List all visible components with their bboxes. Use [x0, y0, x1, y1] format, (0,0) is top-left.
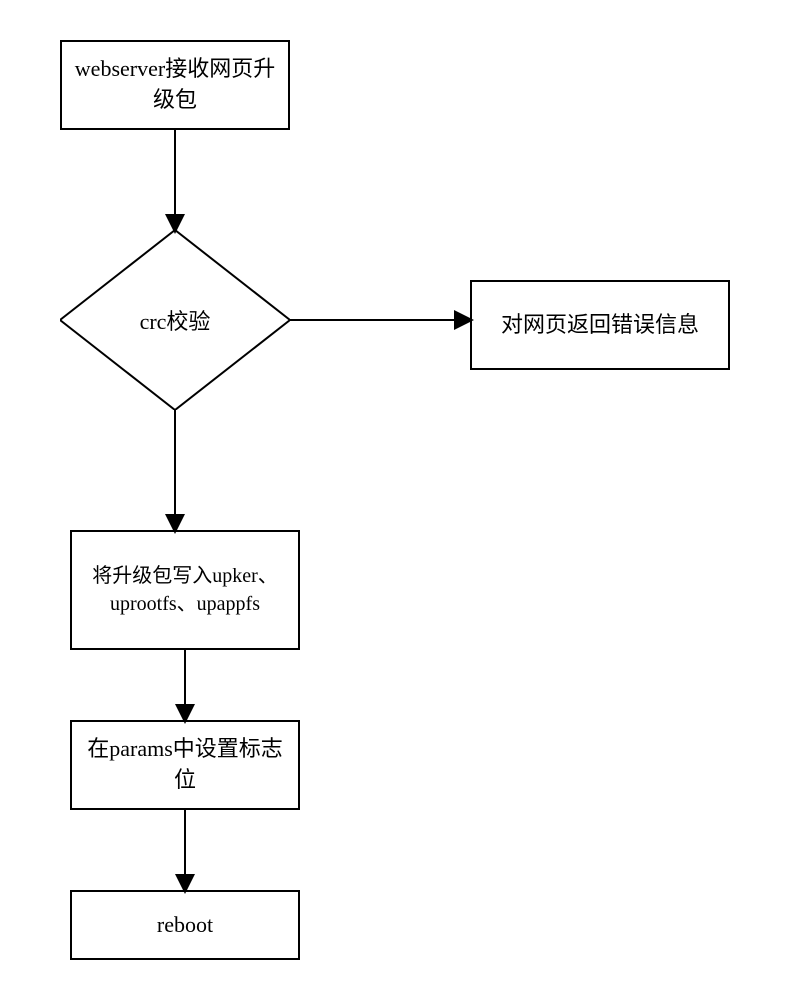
- node-error: 对网页返回错误信息: [470, 280, 730, 370]
- node-flag-label: 在params中设置标志位: [78, 734, 292, 796]
- node-reboot-label: reboot: [157, 910, 213, 941]
- node-start: webserver接收网页升级包: [60, 40, 290, 130]
- node-error-label: 对网页返回错误信息: [501, 310, 699, 341]
- node-flag: 在params中设置标志位: [70, 720, 300, 810]
- node-reboot: reboot: [70, 890, 300, 960]
- node-crc: crc校验: [60, 230, 290, 410]
- node-crc-label: crc校验: [140, 304, 211, 336]
- node-write-label: 将升级包写入upker、uprootfs、upappfs: [78, 562, 292, 618]
- node-write: 将升级包写入upker、uprootfs、upappfs: [70, 530, 300, 650]
- node-start-label: webserver接收网页升级包: [68, 54, 282, 116]
- flowchart-canvas: webserver接收网页升级包 crc校验 对网页返回错误信息 将升级包写入u…: [0, 0, 800, 1000]
- edges-layer: [0, 0, 800, 1000]
